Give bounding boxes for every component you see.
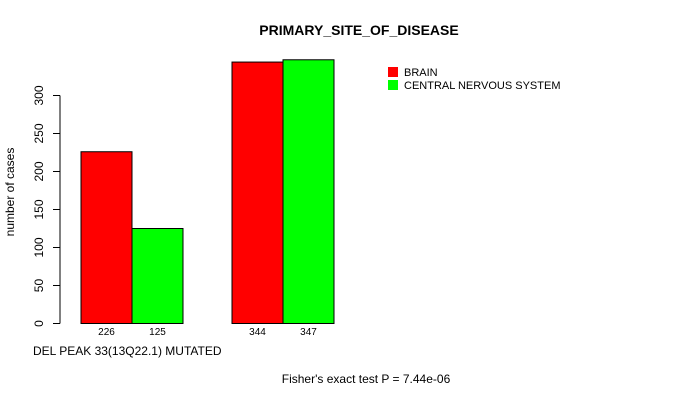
bar [282, 59, 335, 324]
legend-label: BRAIN [404, 67, 438, 79]
bar [80, 151, 133, 324]
y-axis-label: number of cases [3, 148, 17, 237]
bar-value-label: 226 [98, 327, 115, 338]
y-tick-label: 200 [32, 161, 46, 181]
y-tick-label: 300 [32, 85, 46, 105]
bar [131, 228, 184, 324]
bar-value-label: 344 [249, 327, 266, 338]
bar-value-label: 347 [300, 327, 317, 338]
x-axis-label: DEL PEAK 33(13Q22.1) MUTATED [33, 344, 222, 358]
chart-title: PRIMARY_SITE_OF_DISEASE [259, 22, 458, 38]
bar [231, 61, 284, 325]
bars [80, 59, 335, 325]
y-axis: 0 50 100 150 200 250 300 [32, 85, 61, 327]
fisher-test-footnote: Fisher's exact test P = 7.44e-06 [282, 372, 451, 386]
legend-swatch [388, 67, 398, 77]
bar-value-labels: 226 125 344 347 [98, 327, 317, 338]
y-tick-label: 250 [32, 123, 46, 143]
legend-label: CENTRAL NERVOUS SYSTEM [404, 80, 560, 92]
y-tick-label: 150 [32, 199, 46, 219]
y-tick-label: 0 [32, 320, 46, 327]
bar-value-label: 125 [149, 327, 166, 338]
y-tick-label: 100 [32, 237, 46, 257]
legend-swatch [388, 80, 398, 90]
y-tick-label: 50 [32, 279, 46, 293]
